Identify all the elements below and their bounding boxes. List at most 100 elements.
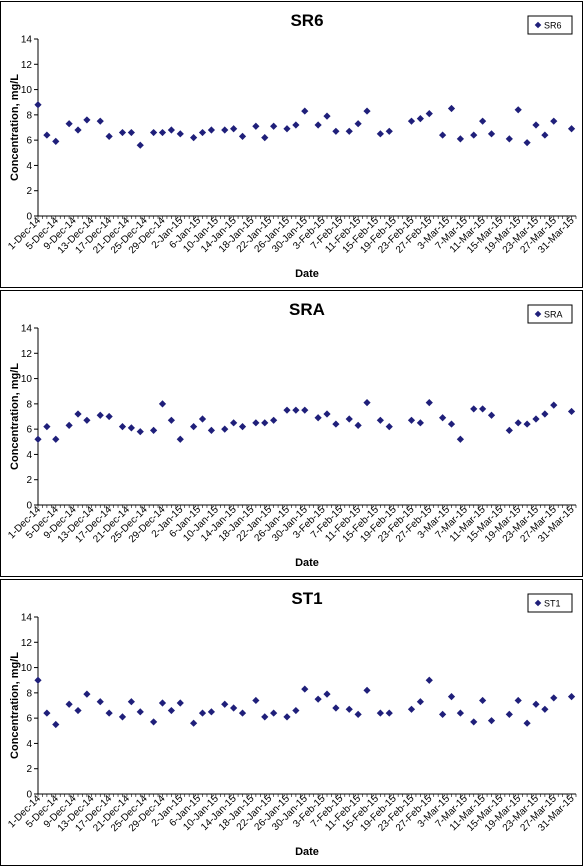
data-point: [105, 412, 113, 421]
data-point: [34, 676, 42, 684]
data-point: [283, 713, 291, 721]
data-point: [487, 130, 496, 138]
y-axis-label: Concentration, mg/L: [9, 652, 21, 759]
data-point: [238, 132, 247, 140]
data-point: [479, 117, 487, 125]
data-point: [407, 416, 416, 424]
data-point: [252, 696, 260, 705]
y-tick-label: 8: [26, 399, 32, 410]
data-point: [230, 704, 238, 712]
data-point: [323, 690, 331, 698]
data-point: [252, 419, 260, 427]
data-point: [523, 139, 531, 147]
data-point: [354, 421, 362, 429]
data-point: [407, 705, 416, 713]
data-point: [150, 426, 158, 435]
data-point: [514, 696, 522, 705]
chart-panel-sra: SRA 0 2 4 6 8 10 12 14 1-Dec-14 5-Dec-14 9-Dec-14 13…: [0, 290, 583, 577]
data-point: [118, 128, 127, 137]
data-point: [96, 411, 104, 419]
data-point: [532, 121, 540, 129]
data-point: [314, 414, 322, 422]
data-point: [416, 115, 424, 123]
legend-label: ST1: [544, 599, 561, 609]
data-point: [323, 410, 331, 418]
data-point: [456, 709, 464, 717]
data-point: [567, 407, 576, 416]
data-point: [439, 131, 447, 139]
y-tick-label: 14: [21, 613, 33, 624]
data-point: [190, 423, 198, 431]
data-point: [230, 125, 238, 133]
data-point: [83, 416, 91, 424]
data-point: [354, 710, 362, 718]
scatter-chart-svg: SR6024681012141-Dec-145-Dec-149-Dec-1413…: [6, 11, 577, 280]
y-axis-label: Concentration, mg/L: [9, 363, 21, 470]
data-point: [470, 405, 478, 413]
data-point: [74, 706, 82, 715]
data-point: [167, 706, 175, 715]
data-point: [439, 414, 447, 422]
data-point: [65, 700, 73, 708]
data-point: [198, 415, 207, 423]
data-point: [332, 127, 340, 135]
data-point: [487, 717, 496, 725]
data-point: [198, 128, 207, 137]
data-point: [332, 420, 340, 428]
legend-marker: [534, 21, 542, 29]
y-tick-label: 12: [21, 349, 33, 360]
data-point: [83, 690, 91, 698]
legend-label: SR6: [544, 21, 562, 31]
y-tick-label: 10: [21, 663, 33, 674]
legend-marker: [534, 310, 542, 318]
data-point: [376, 416, 384, 424]
data-point: [301, 107, 309, 115]
data-point: [447, 104, 456, 113]
data-point: [190, 134, 198, 142]
data-point: [470, 131, 478, 139]
data-point: [207, 126, 216, 134]
data-point: [270, 709, 278, 717]
data-point: [176, 699, 184, 707]
data-point: [261, 713, 269, 721]
chart-title: SR6: [290, 11, 323, 30]
data-point: [150, 128, 158, 137]
data-point: [198, 709, 207, 717]
data-point: [238, 709, 247, 717]
data-point: [514, 419, 522, 427]
data-point: [65, 421, 73, 429]
y-tick-label: 4: [26, 450, 32, 461]
y-tick-label: 0: [26, 212, 32, 223]
data-point: [567, 693, 576, 701]
data-point: [456, 135, 464, 143]
data-point: [425, 676, 433, 684]
data-point: [505, 135, 513, 143]
data-point: [363, 107, 371, 115]
y-tick-label: 12: [21, 60, 33, 71]
data-point: [514, 106, 522, 114]
data-point: [118, 713, 127, 721]
y-tick-label: 2: [26, 764, 32, 775]
data-point: [345, 705, 353, 713]
data-point: [74, 126, 82, 134]
data-point: [416, 698, 424, 706]
y-tick-label: 0: [26, 501, 32, 512]
data-point: [283, 125, 291, 133]
data-point: [447, 420, 456, 428]
data-point: [283, 406, 291, 414]
y-tick-label: 4: [26, 161, 32, 172]
data-point: [505, 426, 513, 435]
data-point: [43, 131, 51, 139]
data-point: [261, 419, 269, 427]
data-point: [363, 686, 371, 694]
chart-title: SRA: [289, 300, 325, 319]
data-point: [96, 117, 104, 125]
data-point: [532, 700, 540, 708]
data-point: [292, 121, 300, 129]
chart-panel-st1: ST1 0 2 4 6 8 10 12 14 1-Dec-14 5-Dec-14 9-Dec-14 13…: [0, 579, 583, 866]
data-point: [541, 705, 549, 713]
data-point: [332, 704, 340, 712]
data-point: [376, 709, 384, 717]
data-point: [230, 419, 238, 427]
data-point: [34, 435, 42, 443]
